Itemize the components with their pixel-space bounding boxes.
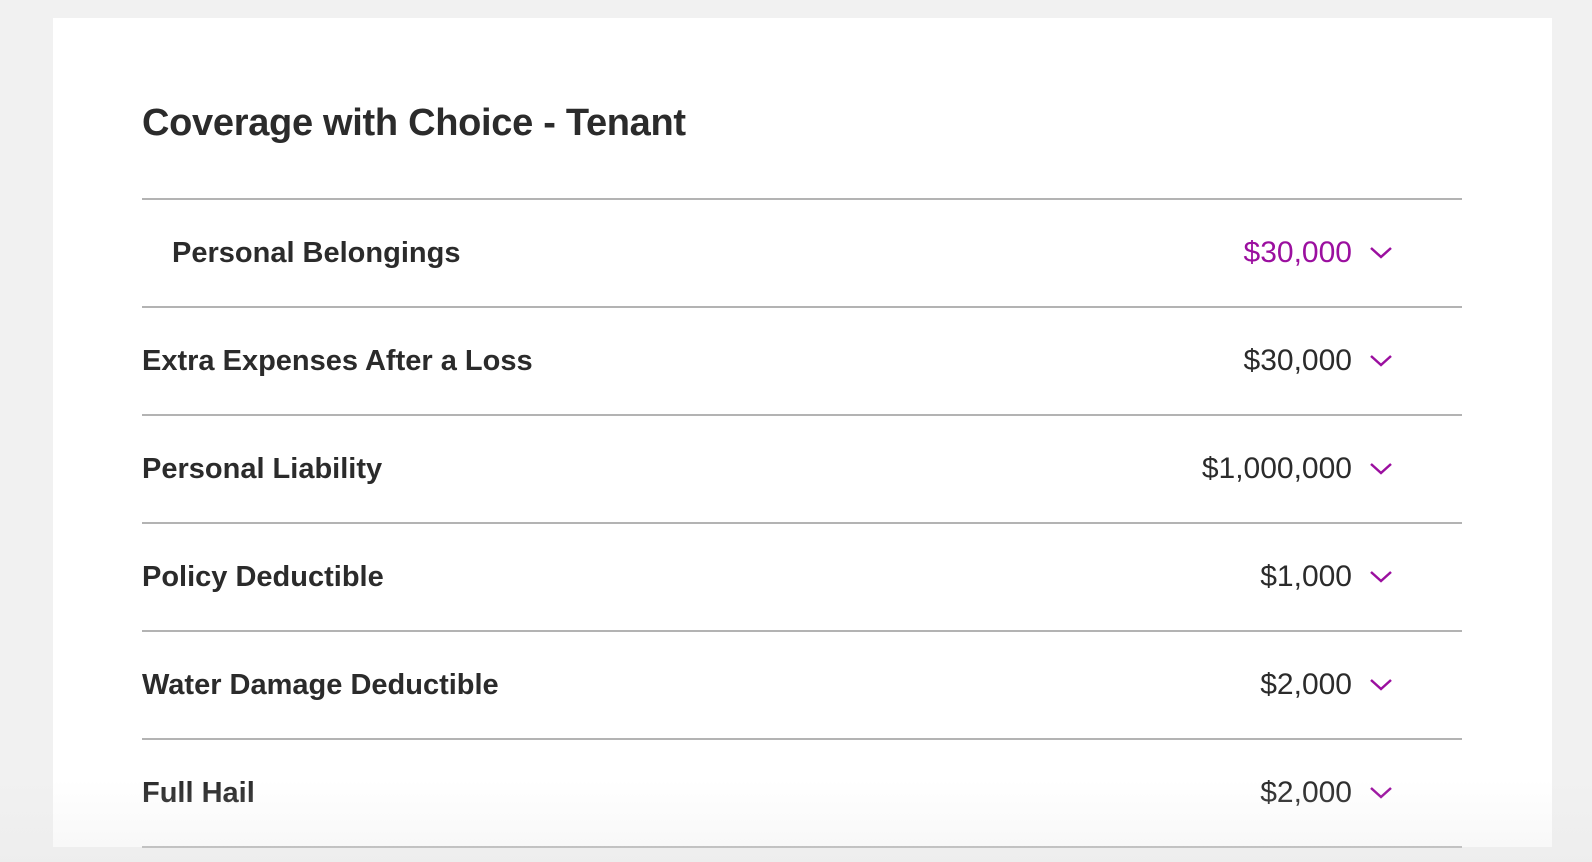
coverage-row-personal-belongings[interactable]: Personal Belongings $30,000 [142, 200, 1462, 308]
chevron-down-icon[interactable] [1368, 677, 1394, 693]
chevron-down-icon[interactable] [1368, 353, 1394, 369]
chevron-down-icon[interactable] [1368, 569, 1394, 585]
coverage-row-extra-expenses[interactable]: Extra Expenses After a Loss $30,000 [142, 308, 1462, 416]
coverage-label: Personal Liability [142, 452, 383, 485]
chevron-down-icon[interactable] [1368, 461, 1394, 477]
coverage-card: Coverage with Choice - Tenant Personal B… [53, 18, 1552, 848]
coverage-value: $30,000 [1243, 344, 1352, 377]
coverage-row-policy-deductible[interactable]: Policy Deductible $1,000 [142, 524, 1462, 632]
coverage-label: Extra Expenses After a Loss [142, 344, 533, 377]
coverage-label: Policy Deductible [142, 560, 384, 593]
chevron-down-icon[interactable] [1368, 785, 1394, 801]
chevron-down-icon[interactable] [1368, 245, 1394, 261]
coverage-value: $2,000 [1260, 776, 1352, 809]
coverage-value: $30,000 [1243, 236, 1352, 269]
page-title: Coverage with Choice - Tenant [142, 102, 686, 144]
coverage-value: $1,000,000 [1201, 452, 1352, 485]
coverage-label: Water Damage Deductible [142, 668, 499, 701]
coverage-row-personal-liability[interactable]: Personal Liability $1,000,000 [142, 416, 1462, 524]
coverage-value: $1,000 [1260, 560, 1352, 593]
coverage-label: Personal Belongings [172, 236, 461, 269]
coverage-label: Full Hail [142, 776, 255, 809]
coverage-list: Personal Belongings $30,000 Extra Expens… [142, 198, 1462, 848]
coverage-row-water-damage-deductible[interactable]: Water Damage Deductible $2,000 [142, 632, 1462, 740]
coverage-row-full-hail[interactable]: Full Hail $2,000 [142, 740, 1462, 848]
coverage-value: $2,000 [1260, 668, 1352, 701]
